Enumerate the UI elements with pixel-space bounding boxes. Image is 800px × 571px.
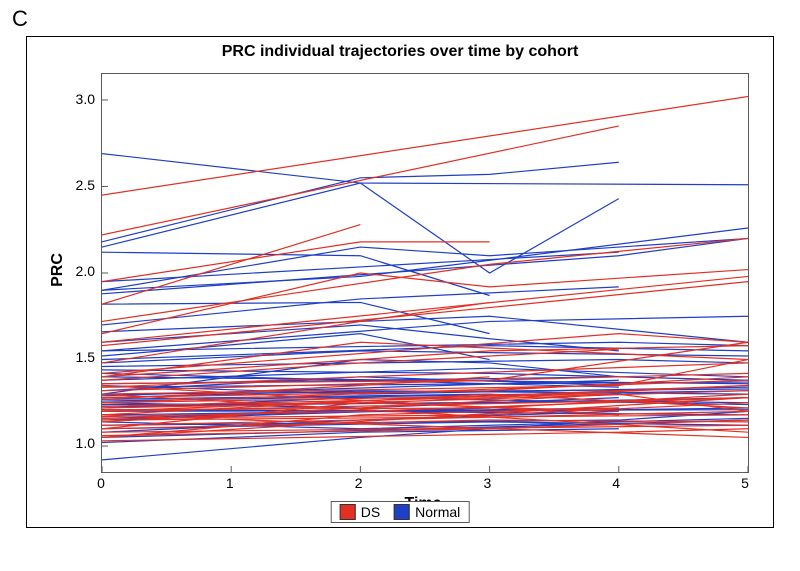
legend-label-ds: DS bbox=[361, 504, 380, 520]
x-tick-label: 3 bbox=[483, 475, 491, 491]
legend-swatch-normal bbox=[394, 504, 410, 520]
chart-title: PRC individual trajectories over time by… bbox=[27, 43, 773, 61]
chart-outer-frame: PRC individual trajectories over time by… bbox=[26, 36, 774, 528]
x-tick-label: 0 bbox=[97, 475, 105, 491]
x-tick-label: 2 bbox=[355, 475, 363, 491]
panel-label: C bbox=[12, 6, 28, 32]
x-tick-label: 4 bbox=[612, 475, 620, 491]
legend-item-ds: DS bbox=[340, 504, 380, 520]
legend-item-normal: Normal bbox=[394, 504, 460, 520]
x-tick-label: 5 bbox=[741, 475, 749, 491]
x-tick-label: 1 bbox=[226, 475, 234, 491]
y-tick-label: 1.0 bbox=[65, 435, 95, 451]
figure-container: C PRC individual trajectories over time … bbox=[0, 0, 800, 571]
legend: DS Normal bbox=[331, 501, 470, 523]
y-tick-label: 2.0 bbox=[65, 263, 95, 279]
plot-area bbox=[101, 73, 749, 473]
trajectories-svg bbox=[102, 74, 748, 472]
legend-label-normal: Normal bbox=[415, 504, 460, 520]
y-tick-label: 3.0 bbox=[65, 91, 95, 107]
y-tick-label: 2.5 bbox=[65, 177, 95, 193]
y-tick-label: 1.5 bbox=[65, 349, 95, 365]
legend-swatch-ds bbox=[340, 504, 356, 520]
